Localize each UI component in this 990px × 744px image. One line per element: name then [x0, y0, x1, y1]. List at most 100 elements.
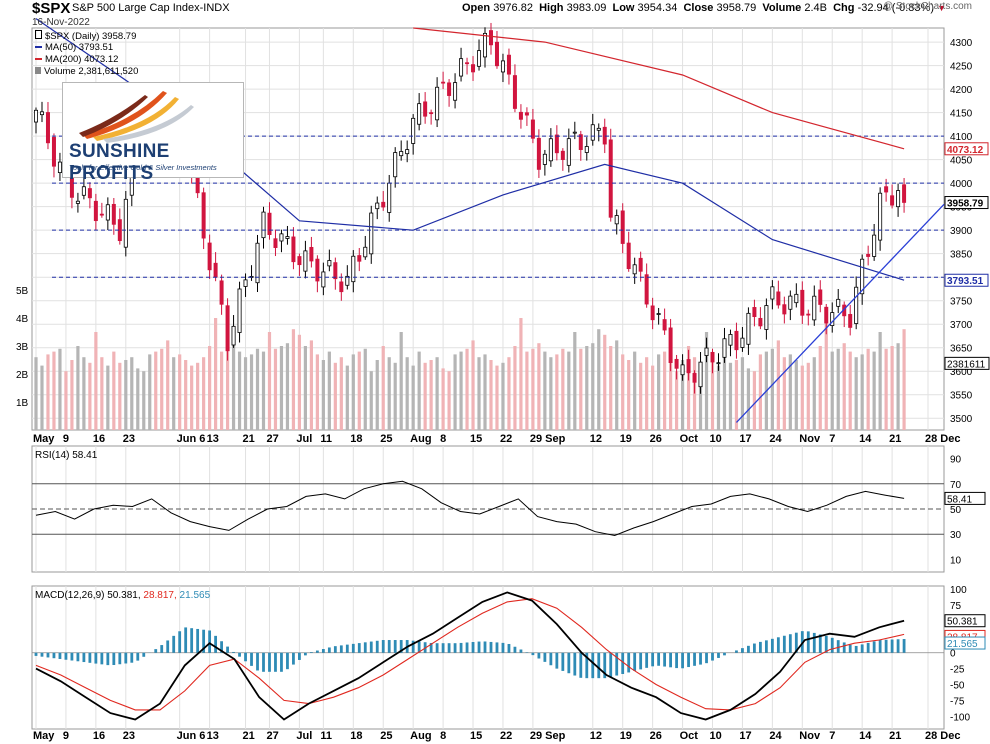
candle-body	[213, 262, 218, 278]
volume-bar	[399, 332, 403, 430]
volume-bar	[465, 348, 469, 430]
candle-body	[566, 138, 571, 166]
volume-bar	[148, 354, 152, 430]
macd-histogram-bar	[100, 652, 104, 665]
x-tick-label: 29 Sep	[530, 730, 566, 742]
macd-histogram-bar	[591, 652, 595, 679]
x-tick-label: 25	[380, 433, 392, 445]
macd-histogram-bar	[735, 650, 738, 653]
volume-tick-label: 1B	[16, 398, 29, 409]
volume-bar	[752, 371, 757, 430]
symbol-label: $SPX	[32, 0, 71, 17]
macd-histogram-bar	[651, 652, 655, 667]
x-tick-label: Jul	[296, 433, 312, 445]
macd-histogram-bar	[561, 652, 565, 671]
candle-body	[87, 188, 92, 199]
x-tick-label: 24	[769, 730, 782, 742]
candle-body	[902, 184, 907, 203]
volume-bar	[381, 346, 385, 430]
volume-bar	[782, 357, 786, 430]
macd-panel	[31, 585, 945, 730]
volume-bar	[609, 346, 613, 430]
volume-bar	[692, 357, 697, 430]
volume-bar	[357, 351, 361, 430]
candle-body	[704, 347, 709, 356]
macd-histogram-bar	[645, 652, 649, 668]
volume-bar	[537, 343, 541, 430]
x-tick-label: 27	[266, 433, 278, 445]
legend-price-text: $SPX (Daily) 3958.79	[45, 31, 137, 42]
volume-bar	[237, 351, 242, 430]
macd-histogram-bar	[872, 641, 876, 653]
candle-body	[51, 137, 56, 167]
volume-bar	[794, 360, 798, 430]
macd-histogram-bar	[753, 643, 756, 653]
volume-value-label: 2381611	[947, 359, 986, 370]
volume-bar	[375, 360, 379, 430]
x-tick-label: 28 Dec	[925, 433, 960, 445]
high-value: 3983.09	[566, 2, 607, 14]
volume-tick-label: 4B	[16, 314, 29, 325]
macd-histogram-bar	[345, 644, 349, 653]
macd-histogram-bar	[573, 652, 577, 676]
x-tick-label: 8	[440, 433, 446, 445]
volume-bar-icon	[35, 67, 41, 74]
candle-body	[884, 186, 889, 193]
macd-histogram-bar	[232, 651, 235, 653]
volume-bar	[549, 357, 553, 430]
candle-body	[45, 112, 50, 144]
volume-bar	[225, 348, 230, 430]
volume-bar	[471, 340, 475, 430]
candle-body	[872, 234, 877, 257]
volume-bar	[309, 340, 313, 430]
macd-histogram-bar	[513, 646, 517, 653]
candle-body	[375, 202, 380, 210]
ma200-line-icon	[35, 58, 42, 61]
x-tick-label: Aug	[410, 433, 431, 445]
candle-body	[411, 117, 416, 144]
volume-bar	[441, 368, 445, 430]
candle-body	[698, 361, 703, 388]
x-tick-label: 18	[350, 433, 362, 445]
macd-histogram-bar	[489, 641, 493, 653]
macd-histogram-bar	[369, 641, 373, 653]
macd-histogram-bar	[315, 650, 319, 653]
x-tick-label: 8	[440, 730, 446, 742]
volume-tick-label: 2B	[16, 370, 29, 381]
candle-body	[459, 58, 464, 77]
x-tick-label: Aug	[410, 730, 431, 742]
volume-bar	[255, 348, 260, 430]
macd-tick-label: -100	[950, 712, 970, 723]
candle-body	[357, 255, 362, 262]
x-tick-label: 21	[889, 433, 901, 445]
legend-volume: Volume 2,381,611,520	[35, 66, 138, 77]
macd-value-tag	[944, 614, 986, 628]
candle-body	[309, 246, 314, 262]
price-tag	[944, 273, 989, 287]
macd-histogram-bar	[794, 632, 798, 653]
candle-body	[554, 134, 559, 154]
candle-body	[770, 286, 775, 300]
volume-bar	[429, 360, 433, 430]
macd-histogram-bar	[675, 652, 678, 669]
y-tick-label: 3850	[950, 250, 973, 261]
volume-bar	[621, 354, 625, 430]
close-value: 3958.79	[716, 2, 757, 14]
volume-bar	[812, 357, 816, 430]
macd-histogram-bar	[555, 652, 559, 669]
x-tick-label: Oct	[680, 730, 699, 742]
volume-bar	[88, 362, 92, 430]
candle-body	[638, 257, 643, 272]
candle-body	[471, 64, 476, 73]
price-tag	[944, 196, 989, 210]
low-label: Low	[612, 2, 635, 14]
volume-bar	[208, 346, 212, 430]
macd-histogram-bar	[226, 646, 229, 653]
candle-body	[680, 364, 685, 376]
candle-body	[836, 298, 841, 307]
volume-bar	[651, 365, 655, 430]
rsi-tick-label: 50	[950, 505, 962, 516]
candle-body	[285, 236, 290, 239]
volume-bar	[525, 351, 529, 430]
macd-histogram-bar	[88, 652, 92, 663]
